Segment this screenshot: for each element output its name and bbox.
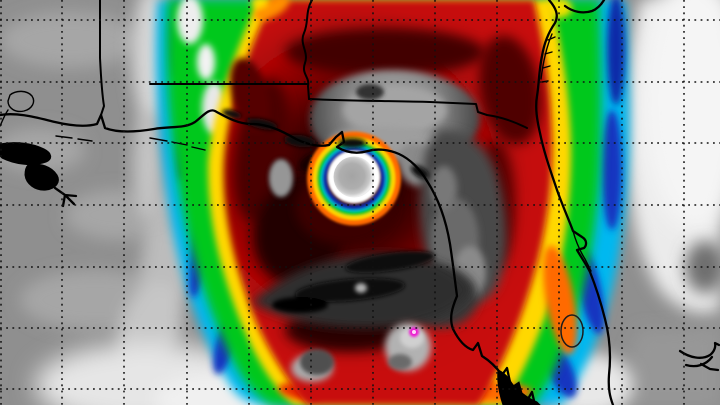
al-ga-chattahoochee-border <box>301 0 313 100</box>
southwest-florida-estuaries <box>497 369 541 405</box>
gulf-coastline <box>0 109 429 183</box>
southeast-corner-gray <box>610 325 720 405</box>
eye-ring-navy <box>322 147 386 210</box>
cloud-cluster-shadow <box>388 354 412 370</box>
small-gray-cloud-west <box>268 158 294 198</box>
fl-ga-state-border <box>308 98 528 129</box>
bahamas-coastline <box>678 341 720 372</box>
black-streak <box>295 278 405 302</box>
blue-streak <box>607 0 625 105</box>
small-light-dot <box>355 283 367 293</box>
georgia-marsh-coast <box>540 33 556 83</box>
bay-shadow <box>338 138 366 148</box>
dark-red-arc <box>285 28 485 76</box>
hurricane-eye <box>307 131 401 226</box>
south-cloud-clusters <box>291 323 431 382</box>
ms-al-state-border <box>99 0 105 116</box>
overshooting-top-marker-core <box>412 330 416 334</box>
overshoot-white <box>177 0 203 44</box>
lake-okeechobee <box>560 314 584 348</box>
carolina-coastline <box>563 0 606 14</box>
gray-patch <box>431 166 457 210</box>
black-streak <box>272 297 328 313</box>
inner-core-grays <box>252 69 507 382</box>
blue-streak <box>602 110 622 230</box>
orange-streak <box>543 245 577 355</box>
black-streak <box>345 251 435 273</box>
overshooting-white-cells <box>177 0 572 134</box>
yellow-top-tip <box>251 0 267 8</box>
cdo-dark-notch <box>356 84 384 100</box>
cloud-cluster-dark <box>300 349 334 375</box>
orange-top-streak <box>254 0 290 21</box>
cloud-patch <box>0 12 140 68</box>
black-dry-slot-streaks <box>272 151 435 313</box>
eye-ring-orange <box>307 131 401 226</box>
eye-warm-center <box>333 156 375 198</box>
florida-east-coastline <box>535 0 615 405</box>
louisiana-marsh <box>24 163 59 191</box>
shield-bright-core <box>640 0 720 230</box>
west-white-streak <box>133 110 163 220</box>
barrier-islands <box>55 135 206 151</box>
dark-cloud-streak <box>685 241 720 293</box>
overshoot-white <box>197 44 215 80</box>
